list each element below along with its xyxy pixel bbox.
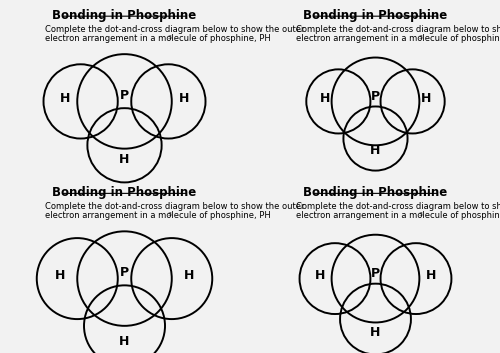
Text: H: H <box>120 153 130 166</box>
Text: P: P <box>371 267 380 280</box>
Text: H: H <box>55 269 66 282</box>
Text: Bonding in Phosphine: Bonding in Phosphine <box>304 8 448 22</box>
Text: H: H <box>370 326 380 339</box>
Text: Bonding in Phosphine: Bonding in Phosphine <box>304 186 448 199</box>
Text: 3.: 3. <box>168 213 173 217</box>
Text: 3.: 3. <box>418 213 424 217</box>
Text: Bonding in Phosphine: Bonding in Phosphine <box>52 8 197 22</box>
Text: Complete the dot-and-cross diagram below to show the outer: Complete the dot-and-cross diagram below… <box>45 25 304 34</box>
Text: H: H <box>120 335 130 348</box>
Text: H: H <box>320 92 330 105</box>
Text: H: H <box>370 144 380 157</box>
Text: P: P <box>120 89 129 102</box>
Text: P: P <box>371 90 380 103</box>
Text: Complete the dot-and-cross diagram below to show the outer: Complete the dot-and-cross diagram below… <box>296 25 500 34</box>
Text: Complete the dot-and-cross diagram below to show the outer: Complete the dot-and-cross diagram below… <box>296 202 500 211</box>
Text: H: H <box>179 92 189 105</box>
Text: H: H <box>426 269 436 282</box>
Text: H: H <box>184 269 194 282</box>
Text: 3.: 3. <box>418 35 424 40</box>
Text: 3.: 3. <box>168 35 173 40</box>
Text: Complete the dot-and-cross diagram below to show the outer: Complete the dot-and-cross diagram below… <box>45 202 304 211</box>
Text: Bonding in Phosphine: Bonding in Phosphine <box>52 186 197 199</box>
Text: electron arrangement in a molecule of phosphine, PH: electron arrangement in a molecule of ph… <box>45 211 271 220</box>
Text: H: H <box>60 92 70 105</box>
Text: electron arrangement in a molecule of phosphine, PH: electron arrangement in a molecule of ph… <box>296 34 500 43</box>
Text: H: H <box>315 269 326 282</box>
Text: electron arrangement in a molecule of phosphine, PH: electron arrangement in a molecule of ph… <box>45 34 271 43</box>
Text: H: H <box>421 92 432 105</box>
Text: P: P <box>120 267 129 280</box>
Text: electron arrangement in a molecule of phosphine, PH: electron arrangement in a molecule of ph… <box>296 211 500 220</box>
